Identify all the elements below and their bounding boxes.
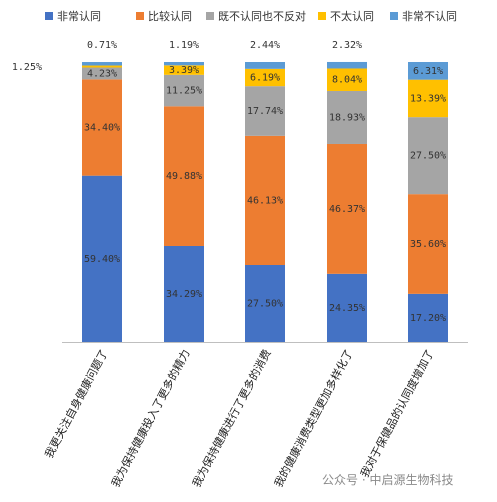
legend-label-1: 比较认同 [148, 9, 192, 23]
data-label-3-3: 8.04% [332, 75, 362, 86]
bar-segment-4-4 [408, 62, 448, 80]
data-label-4-1: 35.60% [410, 239, 446, 250]
data-label-1-4: 1.19% [169, 40, 199, 51]
watermark-text: 公众号 · 中启源生物科技 [322, 472, 453, 487]
data-label-1-2: 11.25% [166, 86, 202, 97]
legend: 非常认同 比较认同 既不认同也不反对 不太认同 非常不认同 [45, 9, 457, 23]
data-label-3-4: 2.32% [332, 40, 362, 51]
bar-segment-1-3 [164, 65, 204, 75]
bars-group [82, 61, 448, 342]
bar-segment-3-3 [327, 68, 367, 91]
data-label-2-2: 17.74% [247, 106, 283, 117]
data-label-4-4: 6.31% [413, 66, 443, 77]
data-label-3-2: 18.93% [329, 112, 365, 123]
data-label-4-0: 17.20% [410, 313, 446, 324]
data-label-1-3: 3.39% [169, 65, 199, 76]
data-label-0-0: 59.40% [84, 254, 120, 265]
bar-segment-4-3 [408, 79, 448, 118]
data-label-1-1: 49.88% [166, 171, 202, 182]
legend-swatch-2 [206, 12, 214, 20]
category-label-2: 我为保持健康进行了更多的消费 [189, 347, 274, 490]
bar-segment-0-3 [82, 65, 122, 68]
legend-label-3: 不太认同 [330, 10, 374, 23]
bar-segment-1-1 [164, 106, 204, 246]
category-labels-group: 我更关注自身健康问题了我为保持健康投入了更多的精力我为保持健康进行了更多的消费我… [41, 347, 436, 490]
legend-swatch-3 [318, 12, 326, 20]
bar-segment-3-2 [327, 90, 367, 144]
data-label-2-4: 2.44% [250, 40, 280, 51]
bar-segment-0-0 [82, 175, 122, 342]
data-label-2-0: 27.50% [247, 299, 283, 310]
bar-segment-2-3 [245, 68, 285, 87]
bar-segment-4-1 [408, 194, 448, 294]
bar-segment-2-1 [245, 135, 285, 265]
data-label-3-0: 24.35% [329, 303, 365, 314]
data-label-1-0: 34.29% [166, 289, 202, 300]
data-label-3-1: 46.37% [329, 204, 365, 215]
bar-segment-2-2 [245, 86, 285, 136]
bar-segment-0-4 [82, 62, 122, 66]
data-label-0-2: 4.23% [87, 68, 117, 79]
data-label-2-3: 6.19% [250, 72, 280, 83]
data-label-0-1: 34.40% [84, 123, 120, 134]
bar-segment-1-0 [164, 245, 204, 342]
legend-swatch-0 [45, 12, 53, 20]
legend-label-4: 非常不认同 [402, 10, 457, 23]
category-label-0: 我更关注自身健康问题了 [41, 347, 110, 460]
bar-segment-4-2 [408, 117, 448, 195]
data-label-0-4: 1.25% [12, 62, 42, 73]
legend-label-2: 既不认同也不反对 [218, 9, 306, 23]
bar-segment-3-0 [327, 273, 367, 342]
category-label-3: 我的健康消费类型更加多样化了 [271, 347, 356, 490]
value-labels-group: 59.40% 34.40% 4.23% 0.71% 1.25% 34.29% 49.88% 1… [12, 40, 446, 324]
data-label-0-3: 0.71% [87, 40, 117, 51]
bar-segment-4-0 [408, 293, 448, 342]
bar-segment-0-1 [82, 79, 122, 176]
legend-swatch-4 [390, 12, 398, 20]
bar-segment-0-2 [82, 67, 122, 80]
legend-label-0: 非常认同 [57, 10, 101, 23]
category-label-1: 我为保持健康投入了更多的精力 [108, 347, 193, 490]
bar-segment-1-4 [164, 62, 204, 66]
bar-segment-3-4 [327, 61, 367, 69]
category-label-4: 我对于保健品的认同度增加了 [357, 347, 436, 480]
data-label-4-3: 13.39% [410, 93, 446, 104]
bar-segment-2-4 [245, 62, 285, 69]
bar-segment-3-1 [327, 143, 367, 274]
bar-segment-1-2 [164, 74, 204, 107]
legend-swatch-1 [136, 12, 144, 20]
data-label-4-2: 27.50% [410, 151, 446, 162]
bar-segment-2-0 [245, 265, 285, 342]
data-label-2-1: 46.13% [247, 195, 283, 206]
